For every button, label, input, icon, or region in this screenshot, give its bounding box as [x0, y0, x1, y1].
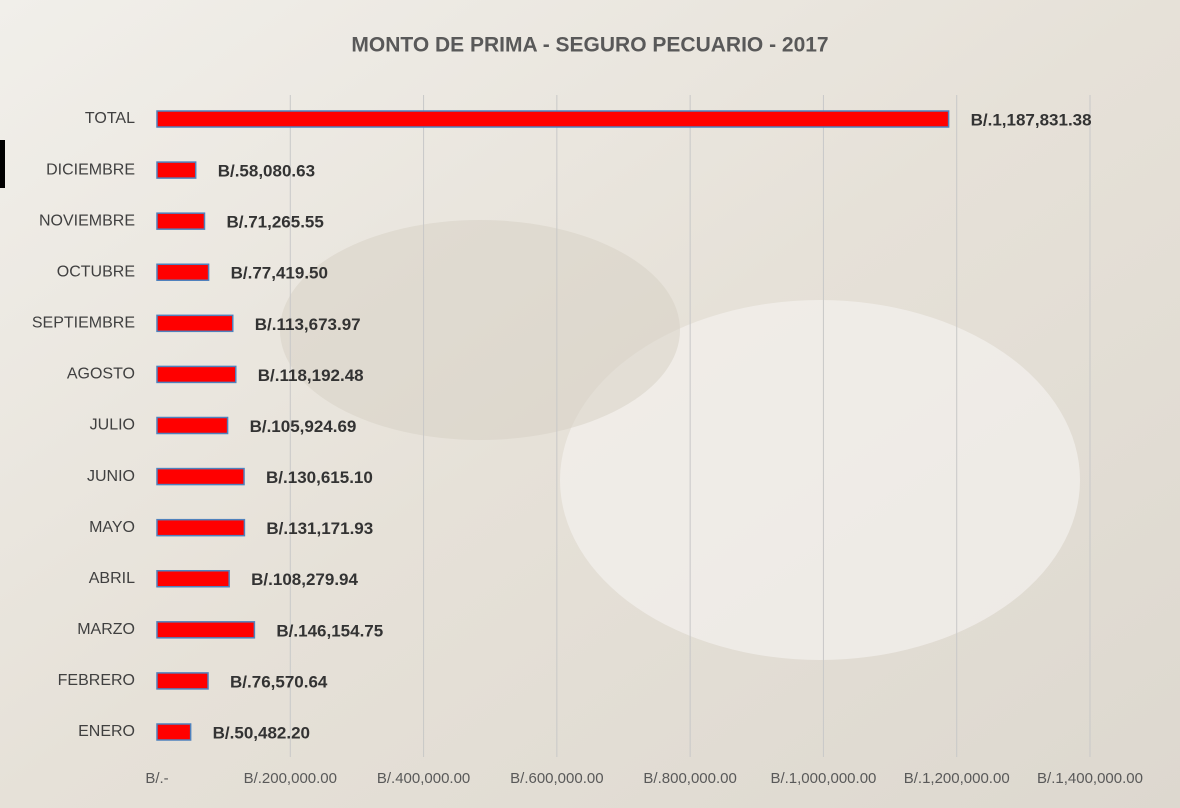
x-tick-label: B/.1,000,000.00: [770, 770, 876, 787]
y-tick-label: MAYO: [89, 519, 135, 536]
chart-title: MONTO DE PRIMA - SEGURO PECUARIO - 2017: [351, 34, 828, 57]
page: {"chart_data": {"type": "bar", "orientat…: [0, 0, 1180, 808]
y-tick-label: MARZO: [77, 621, 135, 638]
x-tick-label: B/.-: [145, 770, 168, 787]
bar: [157, 724, 191, 740]
bar: [157, 264, 209, 280]
bar: [157, 418, 228, 434]
bar: [157, 520, 244, 536]
x-tick-label: B/.1,200,000.00: [904, 770, 1010, 787]
value-label: B/.71,265.55: [226, 213, 323, 232]
value-label: B/.131,171.93: [266, 519, 373, 538]
value-label: B/.1,187,831.38: [971, 110, 1092, 129]
bar: [157, 111, 949, 127]
bar: [157, 366, 236, 382]
x-tick-label: B/.200,000.00: [244, 770, 337, 787]
edge-mark: [0, 140, 5, 188]
x-tick-label: B/.400,000.00: [377, 770, 470, 787]
value-label: B/.58,080.63: [218, 162, 315, 181]
y-tick-label: JULIO: [90, 417, 135, 434]
value-label: B/.108,279.94: [251, 570, 358, 589]
value-label: B/.118,192.48: [258, 366, 364, 385]
bar: [157, 673, 208, 689]
bar: [157, 213, 204, 229]
value-label: B/.105,924.69: [250, 417, 357, 436]
value-label: B/.76,570.64: [230, 672, 328, 691]
x-tick-label: B/.800,000.00: [643, 770, 736, 787]
y-tick-label: AGOSTO: [67, 366, 135, 383]
bar: [157, 162, 196, 178]
y-tick-label: ENERO: [78, 723, 135, 740]
x-tick-label: B/.1,400,000.00: [1037, 770, 1143, 787]
y-tick-label: SEPTIEMBRE: [32, 315, 135, 332]
value-label: B/.50,482.20: [213, 723, 310, 742]
bar: [157, 469, 244, 485]
y-tick-label: FEBRERO: [58, 672, 135, 689]
x-tick-label: B/.600,000.00: [510, 770, 603, 787]
value-label: B/.77,419.50: [231, 264, 328, 283]
y-tick-label: OCTUBRE: [57, 263, 135, 280]
y-tick-label: TOTAL: [85, 110, 135, 127]
y-tick-label: DICIEMBRE: [46, 161, 135, 178]
value-label: B/.113,673.97: [255, 315, 361, 334]
bar: [157, 571, 229, 587]
y-tick-label: JUNIO: [87, 468, 135, 485]
bar: [157, 315, 233, 331]
value-label: B/.130,615.10: [266, 468, 373, 487]
y-tick-label: ABRIL: [89, 570, 135, 587]
chart: MONTO DE PRIMA - SEGURO PECUARIO - 2017 …: [0, 0, 1180, 808]
y-tick-label: NOVIEMBRE: [39, 212, 135, 229]
bar: [157, 622, 254, 638]
value-label: B/.146,154.75: [276, 621, 383, 640]
